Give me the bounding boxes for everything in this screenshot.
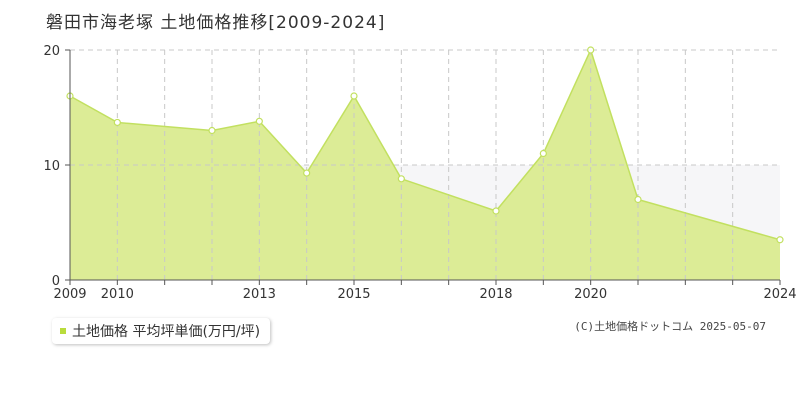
data-point xyxy=(113,118,121,127)
y-tick-label: 10 xyxy=(43,159,60,174)
series-line xyxy=(69,47,781,241)
legend-label: 土地価格 平均坪単価(万円/坪) xyxy=(72,324,261,340)
x-tick-label: 2010 xyxy=(101,287,134,302)
legend: 土地価格 平均坪単価(万円/坪) xyxy=(52,318,271,344)
data-point xyxy=(350,92,358,100)
y-tick-label: 20 xyxy=(43,44,60,59)
x-tick-label: 2018 xyxy=(479,287,512,302)
x-tick-label: 2013 xyxy=(243,287,276,302)
data-point xyxy=(776,236,784,244)
data-point xyxy=(492,207,500,215)
chart-title: 磐田市海老塚 土地価格推移[2009-2024] xyxy=(46,13,386,33)
series-area xyxy=(70,50,780,280)
x-tick-label: 2020 xyxy=(574,287,607,302)
copyright-text: (C)土地価格ドットコム 2025-05-07 xyxy=(574,320,766,333)
data-point xyxy=(397,175,405,183)
data-point xyxy=(634,195,642,204)
x-tick-label: 2024 xyxy=(763,287,796,302)
data-point xyxy=(255,117,263,125)
data-point xyxy=(303,169,311,177)
y-tick-label: 0 xyxy=(52,274,60,289)
legend-swatch xyxy=(60,328,66,334)
x-tick-label: 2009 xyxy=(53,287,86,302)
data-point xyxy=(587,46,595,54)
data-point xyxy=(539,149,547,158)
x-tick-label: 2015 xyxy=(337,287,370,302)
data-point xyxy=(208,126,216,135)
